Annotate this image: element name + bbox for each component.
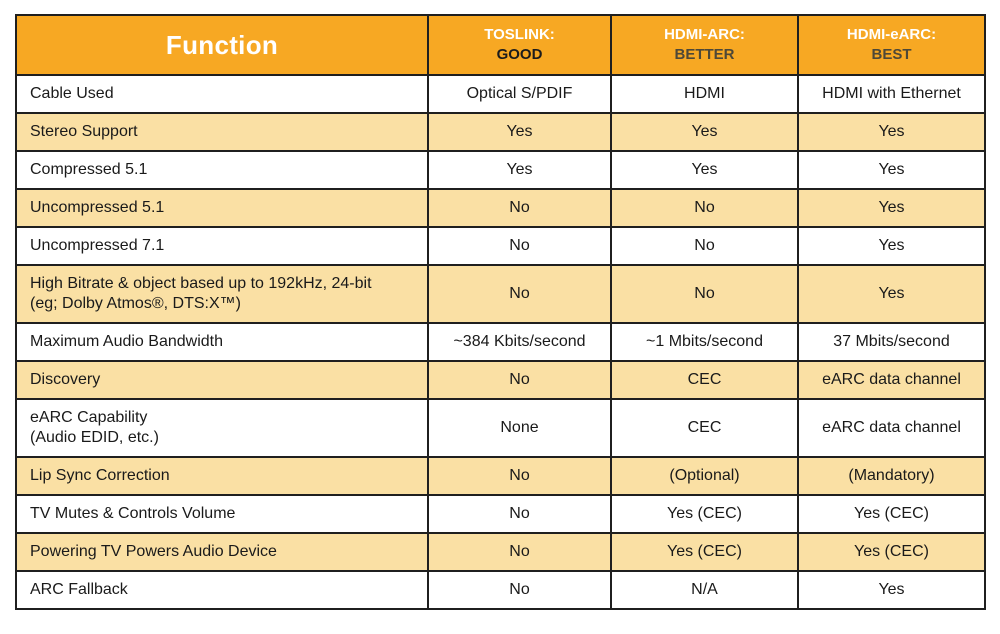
function-cell: Lip Sync Correction (15, 456, 429, 496)
function-cell: Uncompressed 5.1 (15, 188, 429, 228)
toslink-value-cell: No (427, 494, 612, 534)
hdmi-earc-value-cell: Yes (797, 150, 986, 190)
audio-return-channel-comparison-table: Function TOSLINK: GOOD HDMI-ARC: BETTER … (15, 14, 986, 610)
hdmi-arc-value-cell: No (610, 226, 799, 266)
toslink-column-name: TOSLINK: (484, 26, 555, 43)
toslink-column-header: TOSLINK: GOOD (427, 14, 612, 76)
hdmi-arc-value-cell: ~1 Mbits/second (610, 322, 799, 362)
table-row-high-bitrate: High Bitrate & object based up to 192kHz… (15, 264, 986, 324)
hdmi-arc-value-cell: CEC (610, 398, 799, 458)
table-row-discovery: Discovery No CEC eARC data channel (15, 360, 986, 400)
table-row-stereo-support: Stereo Support Yes Yes Yes (15, 112, 986, 152)
hdmi-earc-column-rating: BEST (871, 46, 912, 63)
function-cell: Maximum Audio Bandwidth (15, 322, 429, 362)
table-row-uncompressed-5-1: Uncompressed 5.1 No No Yes (15, 188, 986, 228)
hdmi-earc-value-cell: eARC data channel (797, 360, 986, 400)
toslink-value-cell: Yes (427, 112, 612, 152)
hdmi-earc-value-cell: Yes (797, 188, 986, 228)
function-cell: ARC Fallback (15, 570, 429, 610)
hdmi-arc-value-cell: No (610, 264, 799, 324)
function-cell: eARC Capability (Audio EDID, etc.) (15, 398, 429, 458)
hdmi-earc-value-cell: Yes (CEC) (797, 494, 986, 534)
hdmi-arc-value-cell: No (610, 188, 799, 228)
table-row-uncompressed-7-1: Uncompressed 7.1 No No Yes (15, 226, 986, 266)
hdmi-earc-value-cell: (Mandatory) (797, 456, 986, 496)
hdmi-earc-value-cell: Yes (797, 570, 986, 610)
table-row-max-audio-bandwidth: Maximum Audio Bandwidth ~384 Kbits/secon… (15, 322, 986, 362)
table-row-cable-used: Cable Used Optical S/PDIF HDMI HDMI with… (15, 74, 986, 114)
table-row-compressed-5-1: Compressed 5.1 Yes Yes Yes (15, 150, 986, 190)
hdmi-arc-value-cell: Yes (610, 150, 799, 190)
function-cell: High Bitrate & object based up to 192kHz… (15, 264, 429, 324)
toslink-value-cell: No (427, 264, 612, 324)
toslink-value-cell: None (427, 398, 612, 458)
hdmi-earc-value-cell: Yes (797, 226, 986, 266)
toslink-column-rating: GOOD (496, 46, 543, 63)
hdmi-arc-value-cell: (Optional) (610, 456, 799, 496)
toslink-value-cell: No (427, 360, 612, 400)
table-row-arc-fallback: ARC Fallback No N/A Yes (15, 570, 986, 610)
function-column-header: Function (15, 14, 429, 76)
hdmi-arc-value-cell: Yes (610, 112, 799, 152)
hdmi-earc-value-cell: Yes (797, 112, 986, 152)
function-cell: Cable Used (15, 74, 429, 114)
function-cell: Stereo Support (15, 112, 429, 152)
toslink-value-cell: No (427, 456, 612, 496)
function-cell: TV Mutes & Controls Volume (15, 494, 429, 534)
hdmi-arc-value-cell: HDMI (610, 74, 799, 114)
table-row-tv-mutes-controls-volume: TV Mutes & Controls Volume No Yes (CEC) … (15, 494, 986, 534)
table-row-earc-capability: eARC Capability (Audio EDID, etc.) None … (15, 398, 986, 458)
toslink-value-cell: No (427, 226, 612, 266)
toslink-value-cell: ~384 Kbits/second (427, 322, 612, 362)
hdmi-earc-value-cell: eARC data channel (797, 398, 986, 458)
hdmi-arc-column-name: HDMI-ARC: (664, 26, 745, 43)
function-cell: Compressed 5.1 (15, 150, 429, 190)
function-cell: Uncompressed 7.1 (15, 226, 429, 266)
hdmi-arc-value-cell: Yes (CEC) (610, 494, 799, 534)
table-row-powering-tv-powers-audio-device: Powering TV Powers Audio Device No Yes (… (15, 532, 986, 572)
hdmi-earc-column-header: HDMI-eARC: BEST (797, 14, 986, 76)
toslink-value-cell: Yes (427, 150, 612, 190)
hdmi-arc-value-cell: Yes (CEC) (610, 532, 799, 572)
toslink-value-cell: No (427, 532, 612, 572)
toslink-value-cell: No (427, 188, 612, 228)
function-cell: Powering TV Powers Audio Device (15, 532, 429, 572)
hdmi-earc-value-cell: Yes (CEC) (797, 532, 986, 572)
hdmi-arc-value-cell: N/A (610, 570, 799, 610)
hdmi-arc-value-cell: CEC (610, 360, 799, 400)
toslink-value-cell: No (427, 570, 612, 610)
hdmi-earc-value-cell: 37 Mbits/second (797, 322, 986, 362)
hdmi-earc-column-name: HDMI-eARC: (846, 26, 937, 43)
hdmi-arc-column-rating: BETTER (674, 46, 735, 63)
function-cell: Discovery (15, 360, 429, 400)
toslink-value-cell: Optical S/PDIF (427, 74, 612, 114)
header-row: Function TOSLINK: GOOD HDMI-ARC: BETTER … (15, 14, 986, 76)
hdmi-earc-value-cell: HDMI with Ethernet (797, 74, 986, 114)
hdmi-earc-value-cell: Yes (797, 264, 986, 324)
function-header-label: Function (165, 29, 279, 60)
table-row-lip-sync-correction: Lip Sync Correction No (Optional) (Manda… (15, 456, 986, 496)
hdmi-arc-column-header: HDMI-ARC: BETTER (610, 14, 799, 76)
